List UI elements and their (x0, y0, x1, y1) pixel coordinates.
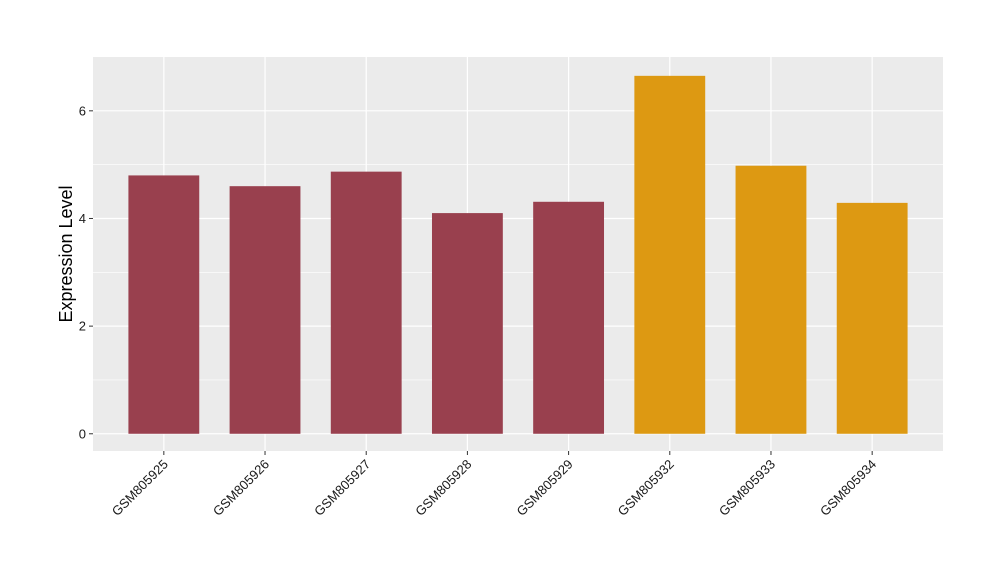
x-tick-label: GSM805929 (513, 457, 575, 519)
bar (431, 213, 503, 434)
y-axis: 0 2 4 6 (79, 103, 93, 441)
x-tick-label: GSM805933 (716, 457, 778, 519)
plot-panel (93, 57, 943, 451)
bar (330, 171, 402, 434)
y-tick-label: 4 (79, 211, 86, 226)
bar (836, 202, 908, 434)
bar (634, 75, 706, 434)
y-tick-label: 0 (79, 426, 86, 441)
x-tick-label: GSM805934 (817, 457, 879, 519)
y-tick-label: 6 (79, 103, 86, 118)
bars (128, 75, 908, 434)
x-tick-label: GSM805932 (615, 457, 677, 519)
bar (128, 175, 200, 434)
y-tick-label: 2 (79, 319, 86, 334)
bar (229, 186, 301, 434)
x-axis: GSM805925 GSM805926 GSM805927 GSM805928 GSM8… (109, 451, 879, 519)
x-tick-label: GSM805926 (210, 457, 272, 519)
bar (735, 165, 807, 434)
bar (533, 201, 605, 434)
x-tick-label: GSM805927 (311, 457, 373, 519)
x-tick-label: GSM805928 (412, 457, 474, 519)
y-axis-title: Expression Level (56, 185, 76, 322)
x-tick-label: GSM805925 (109, 457, 171, 519)
